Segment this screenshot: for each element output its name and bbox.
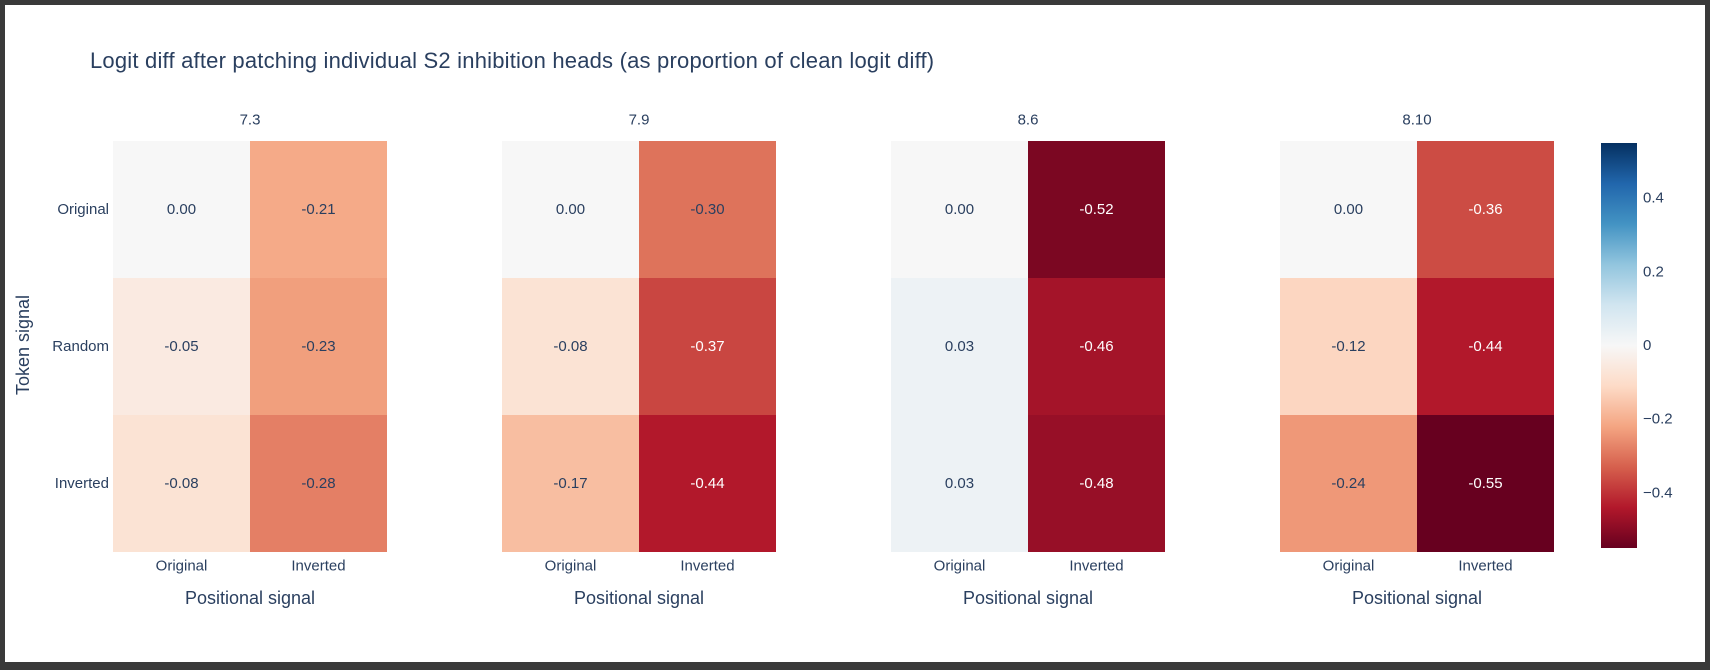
heatmap-cell (1280, 141, 1417, 278)
heatmap-cell (1280, 278, 1417, 415)
heatmap-cell (250, 415, 387, 552)
colorbar-tick-label: −0.2 (1643, 411, 1673, 428)
heatmap-cell (502, 141, 639, 278)
heatmap-cell (891, 141, 1028, 278)
x-tick-label: Original (545, 558, 597, 575)
panel-title: 8.10 (1402, 112, 1431, 129)
panel-title: 8.6 (1018, 112, 1039, 129)
cell-value-label: -0.08 (553, 338, 587, 355)
colorbar (1601, 143, 1637, 548)
heatmap-cell (502, 415, 639, 552)
chart-frame: Logit diff after patching individual S2 … (5, 5, 1705, 662)
heatmap-cell (639, 141, 776, 278)
heatmap-cell (1280, 415, 1417, 552)
colorbar-tick-label: −0.4 (1643, 484, 1673, 501)
cell-value-label: -0.48 (1079, 475, 1113, 492)
heatmap-cell (639, 278, 776, 415)
cell-value-label: 0.00 (1334, 201, 1363, 218)
cell-value-label: -0.55 (1468, 475, 1502, 492)
x-tick-label: Original (156, 558, 208, 575)
x-tick-label: Inverted (1069, 558, 1123, 575)
cell-value-label: -0.44 (1468, 338, 1502, 355)
x-tick-label: Original (1323, 558, 1375, 575)
heatmap-cell (1028, 415, 1165, 552)
cell-value-label: -0.36 (1468, 201, 1502, 218)
heatmap-cell (891, 415, 1028, 552)
heatmap-cell (1417, 415, 1554, 552)
cell-value-label: -0.23 (301, 338, 335, 355)
x-axis-title: Positional signal (963, 588, 1093, 608)
heatmap-cell (250, 141, 387, 278)
heatmap-cell (639, 415, 776, 552)
cell-value-label: -0.28 (301, 475, 335, 492)
y-tick-label: Inverted (55, 475, 109, 492)
cell-value-label: 0.03 (945, 475, 974, 492)
colorbar-tick-label: 0 (1643, 337, 1651, 354)
x-axis-title: Positional signal (1352, 588, 1482, 608)
heatmap-cell (891, 278, 1028, 415)
cell-value-label: -0.24 (1331, 475, 1365, 492)
cell-value-label: -0.37 (690, 338, 724, 355)
panel-title: 7.9 (629, 112, 650, 129)
x-tick-label: Inverted (291, 558, 345, 575)
heatmap-chart: Token signal Original Random Inverted 7.3 0.0… (13, 112, 1673, 609)
cell-value-label: -0.46 (1079, 338, 1113, 355)
x-axis-title: Positional signal (185, 588, 315, 608)
heatmap-cell (1028, 141, 1165, 278)
cell-value-label: -0.30 (690, 201, 724, 218)
heatmap-cell (1417, 278, 1554, 415)
y-tick-label: Original (57, 201, 109, 218)
cell-value-label: -0.17 (553, 475, 587, 492)
cell-value-label: -0.52 (1079, 201, 1113, 218)
heatmap-cell (113, 141, 250, 278)
y-axis-title: Token signal (13, 295, 33, 395)
cell-value-label: -0.12 (1331, 338, 1365, 355)
cell-value-label: -0.44 (690, 475, 724, 492)
cell-value-label: -0.05 (164, 338, 198, 355)
panel-title: 7.3 (240, 112, 261, 129)
cell-value-label: -0.21 (301, 201, 335, 218)
heatmap-cell (1417, 141, 1554, 278)
heatmap-cell (250, 278, 387, 415)
heatmap-cell (502, 278, 639, 415)
heatmap-cell (113, 415, 250, 552)
colorbar-tick-label: 0.2 (1643, 263, 1664, 280)
cell-value-label: 0.00 (167, 201, 196, 218)
y-tick-label: Random (52, 338, 109, 355)
chart-title: Logit diff after patching individual S2 … (90, 48, 935, 73)
heatmap-cell (1028, 278, 1165, 415)
x-tick-label: Inverted (680, 558, 734, 575)
x-tick-label: Original (934, 558, 986, 575)
x-axis-title: Positional signal (574, 588, 704, 608)
colorbar-tick-label: 0.4 (1643, 190, 1664, 207)
cell-value-label: 0.03 (945, 338, 974, 355)
cell-value-label: 0.00 (556, 201, 585, 218)
x-tick-label: Inverted (1458, 558, 1512, 575)
cell-value-label: -0.08 (164, 475, 198, 492)
cell-value-label: 0.00 (945, 201, 974, 218)
heatmap-cell (113, 278, 250, 415)
